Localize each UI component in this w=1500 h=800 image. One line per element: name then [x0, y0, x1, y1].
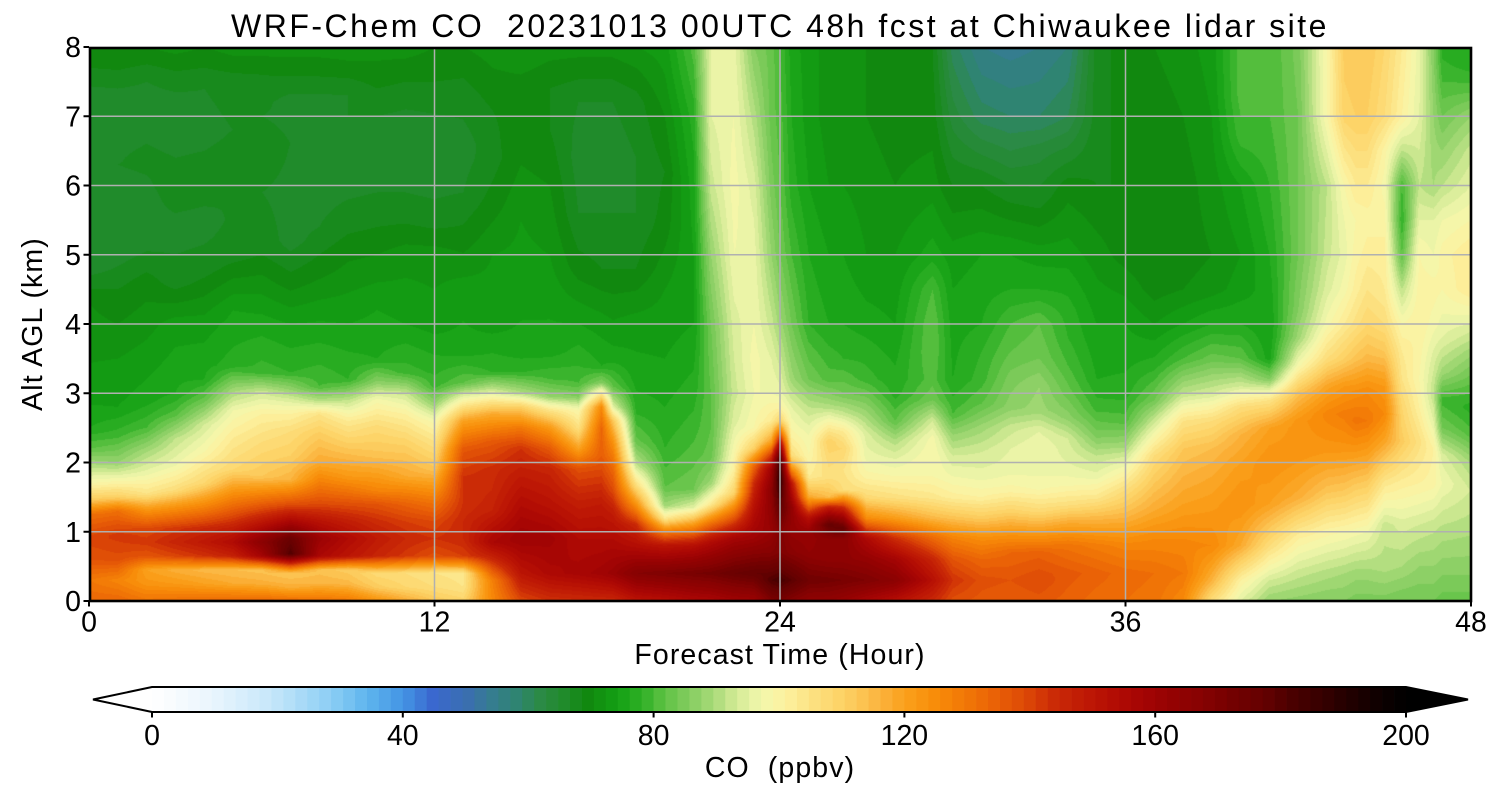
- svg-text:40: 40: [387, 720, 419, 752]
- svg-text:Alt AGL (km): Alt AGL (km): [17, 237, 49, 411]
- svg-text:0: 0: [144, 720, 160, 752]
- svg-text:0: 0: [81, 607, 97, 639]
- svg-text:48: 48: [1455, 607, 1487, 639]
- svg-text:80: 80: [638, 720, 670, 752]
- svg-text:2: 2: [65, 448, 81, 480]
- svg-text:3: 3: [65, 378, 81, 410]
- svg-text:5: 5: [65, 240, 81, 272]
- svg-text:7: 7: [65, 101, 81, 133]
- svg-text:8: 8: [65, 32, 81, 64]
- svg-text:24: 24: [764, 607, 796, 639]
- svg-text:36: 36: [1110, 607, 1142, 639]
- svg-text:120: 120: [881, 720, 929, 752]
- svg-text:160: 160: [1131, 720, 1179, 752]
- svg-text:12: 12: [419, 607, 451, 639]
- svg-text:200: 200: [1382, 720, 1430, 752]
- svg-text:0: 0: [65, 586, 81, 618]
- svg-text:WRF-Chem CO 20231013 00UTC 48: WRF-Chem CO 20231013 00UTC 48h fcst at C…: [231, 8, 1329, 44]
- svg-text:Forecast Time (Hour): Forecast Time (Hour): [634, 639, 925, 671]
- svg-text:CO (ppbv): CO (ppbv): [705, 752, 855, 784]
- svg-text:4: 4: [65, 309, 81, 341]
- svg-text:6: 6: [65, 171, 81, 203]
- svg-text:1: 1: [65, 517, 81, 549]
